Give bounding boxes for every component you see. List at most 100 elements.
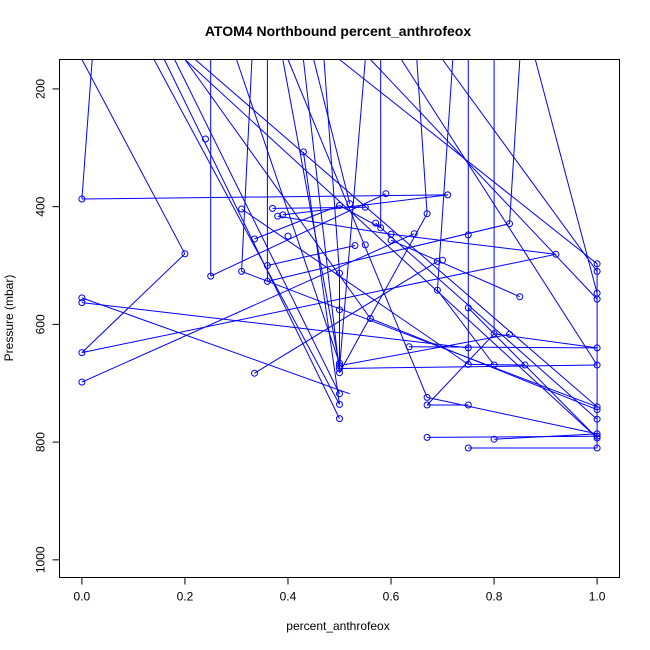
- profile-segment: [184, 59, 371, 319]
- data-point: [433, 257, 441, 265]
- profile-segment: [426, 333, 495, 406]
- data-point: [351, 242, 359, 249]
- data-point: [202, 135, 209, 143]
- data-point: [361, 203, 369, 211]
- data-points: [78, 135, 601, 452]
- y-tick-label: 200: [34, 79, 48, 99]
- profile-segment: [254, 205, 340, 240]
- profile-segment: [427, 435, 598, 438]
- profile-segment: [81, 253, 186, 353]
- data-point: [464, 360, 472, 368]
- data-point: [361, 241, 369, 249]
- data-point: [78, 299, 86, 307]
- data-point: [464, 231, 472, 239]
- profile-segment: [302, 59, 340, 373]
- data-point: [274, 212, 282, 220]
- data-point: [336, 269, 343, 277]
- x-tick-label: 0.4: [280, 590, 297, 604]
- y-tick-label: 1000: [34, 546, 48, 573]
- data-point: [593, 444, 601, 452]
- x-tick-label: 0.8: [486, 590, 503, 604]
- data-point: [506, 220, 513, 228]
- profile-segment: [534, 59, 598, 294]
- data-point: [279, 211, 287, 219]
- data-point: [346, 200, 354, 208]
- data-point: [238, 205, 246, 213]
- data-point: [263, 262, 271, 269]
- data-point: [423, 433, 431, 441]
- profile-segment: [194, 59, 598, 408]
- profile-segment: [339, 333, 510, 367]
- profile-segment: [282, 59, 340, 366]
- profile-segment: [375, 222, 598, 420]
- profile-segment: [272, 206, 366, 209]
- profile-segment: [370, 59, 598, 300]
- data-point: [405, 343, 413, 351]
- data-point: [506, 330, 513, 338]
- data-point: [444, 191, 452, 199]
- data-point: [423, 210, 431, 218]
- profile-segment: [241, 208, 469, 365]
- y-tick-label: 400: [34, 196, 48, 216]
- profile-segment: [390, 239, 521, 298]
- data-point: [464, 304, 472, 312]
- y-axis-label: Pressure (mbar): [2, 275, 16, 362]
- profile-segment: [236, 59, 340, 364]
- profile-segment: [81, 233, 415, 383]
- data-point: [593, 415, 601, 423]
- data-point: [299, 148, 307, 156]
- profile-segment: [339, 205, 381, 229]
- profile-segment: [339, 59, 366, 369]
- data-point: [439, 256, 446, 264]
- x-tick-label: 0.2: [177, 590, 194, 604]
- profile-segment: [390, 233, 556, 255]
- x-tick-label: 1.0: [589, 590, 606, 604]
- data-point: [593, 344, 601, 352]
- data-point: [238, 267, 246, 275]
- data-point: [336, 415, 343, 423]
- profile-segment: [81, 194, 448, 200]
- data-point: [593, 403, 601, 411]
- profile-segment: [323, 59, 340, 274]
- data-point: [387, 236, 395, 244]
- data-point: [490, 330, 498, 338]
- profile-segment: [467, 307, 598, 439]
- data-point: [382, 190, 390, 198]
- data-point: [593, 406, 601, 414]
- profile-segment: [81, 297, 350, 395]
- profile-segment: [437, 289, 495, 366]
- data-point: [593, 361, 601, 369]
- profile-segment: [313, 59, 351, 204]
- y-tick-label: 600: [34, 314, 48, 334]
- data-point: [181, 250, 189, 258]
- profile-segment: [282, 194, 448, 216]
- data-point: [336, 369, 343, 377]
- data-point: [593, 295, 601, 303]
- profile-segment: [339, 364, 598, 369]
- data-point: [593, 430, 601, 438]
- x-axis-label: percent_anthrofeox: [286, 619, 389, 633]
- data-point: [372, 219, 380, 227]
- profile-segment: [436, 59, 454, 291]
- profile-segment: [509, 59, 521, 224]
- profile-segment: [400, 59, 598, 366]
- data-point: [251, 235, 258, 243]
- data-point: [521, 361, 529, 369]
- x-axis: 0.0 0.2 0.4 0.6 0.8 1.0: [74, 577, 606, 604]
- data-segments: [81, 59, 598, 449]
- profile-segment: [267, 245, 356, 266]
- data-point: [269, 204, 276, 212]
- data-point: [336, 390, 343, 398]
- profile-segment: [426, 396, 598, 435]
- data-point: [423, 401, 431, 409]
- data-point: [336, 359, 343, 367]
- data-point: [464, 344, 472, 352]
- data-point: [423, 393, 431, 401]
- data-point: [336, 362, 343, 370]
- data-point: [490, 435, 498, 443]
- data-point: [263, 277, 271, 285]
- profile-segment: [494, 433, 598, 440]
- x-tick-label: 0.0: [74, 590, 91, 604]
- data-point: [336, 365, 343, 372]
